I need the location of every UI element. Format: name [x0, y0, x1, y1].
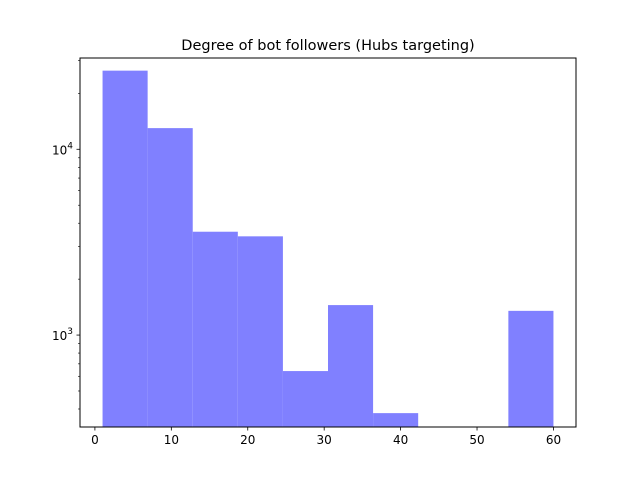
- y-tick-label: 104: [52, 141, 73, 157]
- y-tick-label: 103: [52, 327, 73, 343]
- x-axis: 0 10 20 30 40 50 60: [91, 427, 561, 447]
- x-tick-label: 50: [469, 433, 484, 447]
- plot-frame: [79, 57, 577, 428]
- histogram-bar: [328, 305, 374, 427]
- histogram-bar: [147, 128, 193, 427]
- histogram-bar: [192, 231, 238, 427]
- chart-title: Degree of bot followers (Hubs targeting): [181, 38, 474, 54]
- x-tick-label: 60: [546, 433, 561, 447]
- histogram-bar: [508, 310, 554, 427]
- x-tick-label: 30: [317, 433, 332, 447]
- histogram-bar: [237, 236, 283, 427]
- histogram-bar: [282, 371, 328, 427]
- y-axis: 103 104: [52, 60, 80, 410]
- bars-group: [102, 70, 554, 428]
- x-tick-label: 10: [164, 433, 179, 447]
- x-tick-label: 40: [393, 433, 408, 447]
- x-tick-label: 20: [240, 433, 255, 447]
- x-tick-label: 0: [91, 433, 99, 447]
- histogram-bar: [102, 70, 148, 428]
- histogram-bar: [373, 413, 419, 427]
